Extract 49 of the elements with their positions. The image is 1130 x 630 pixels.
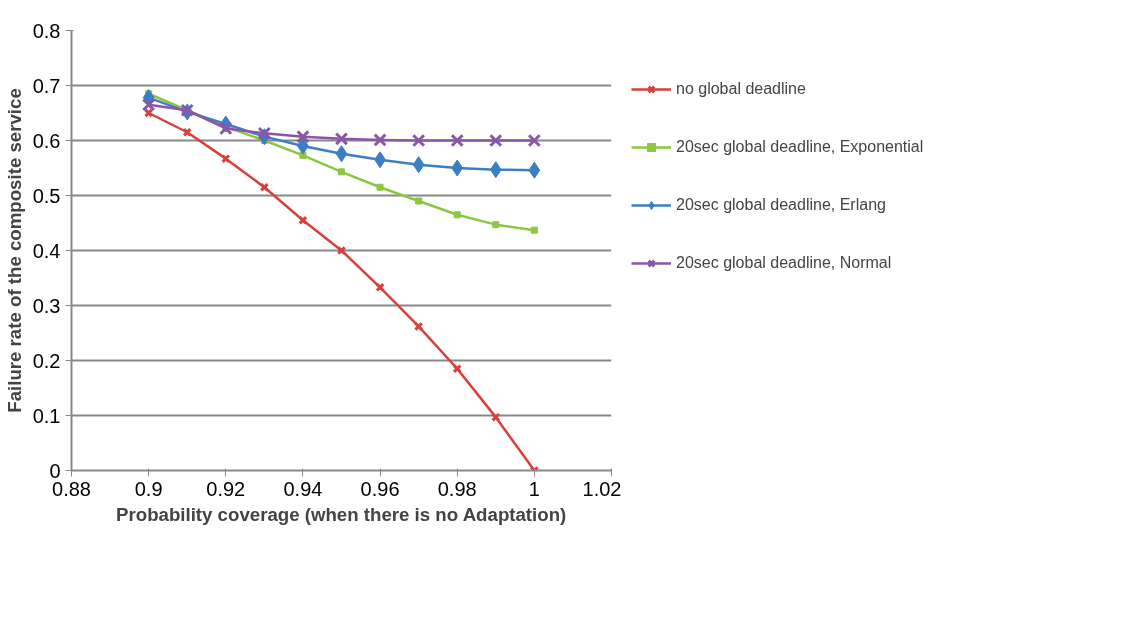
point bbox=[451, 159, 464, 177]
point bbox=[415, 197, 423, 205]
legend-label: 20sec global deadline, Erlang bbox=[676, 196, 886, 214]
x-axis-title: Probability coverage (when there is no Adaptation) bbox=[116, 503, 567, 525]
point bbox=[298, 215, 308, 225]
point bbox=[375, 282, 385, 293]
y-tick-label: 0.4 bbox=[32, 239, 61, 262]
point bbox=[259, 182, 270, 192]
legend-label: 20sec global deadline, Normal bbox=[676, 254, 892, 272]
point bbox=[492, 221, 500, 229]
y-tick-label: 0.2 bbox=[32, 349, 61, 372]
point bbox=[450, 133, 465, 148]
point bbox=[257, 126, 272, 141]
y-tick-label: 0.5 bbox=[32, 184, 61, 207]
point bbox=[413, 321, 424, 332]
point bbox=[489, 161, 502, 179]
y-tick-label: 0.6 bbox=[32, 129, 61, 152]
point bbox=[338, 168, 345, 176]
point bbox=[376, 183, 384, 191]
point bbox=[218, 121, 233, 136]
point bbox=[488, 133, 503, 148]
point bbox=[412, 156, 425, 174]
point bbox=[334, 132, 349, 146]
x-tick-label: 1.02 bbox=[582, 477, 622, 500]
point bbox=[336, 245, 347, 256]
point bbox=[373, 133, 387, 147]
x-tick-label: 1 bbox=[528, 477, 540, 500]
y-tick-label: 0.8 bbox=[32, 19, 61, 42]
x-tick-label: 0.94 bbox=[283, 477, 323, 500]
x-tick-label: 0.92 bbox=[206, 477, 246, 500]
point bbox=[296, 129, 310, 144]
point bbox=[530, 226, 538, 234]
point bbox=[491, 412, 501, 422]
point bbox=[527, 133, 542, 148]
y-tick-label: 0.3 bbox=[32, 294, 61, 317]
x-tick-label: 0.98 bbox=[437, 477, 477, 500]
point bbox=[141, 97, 156, 112]
y-tick-label: 0.7 bbox=[32, 74, 61, 97]
point bbox=[453, 211, 461, 219]
x-tick-label: 0.9 bbox=[134, 477, 163, 500]
legend-label: no global deadline bbox=[676, 80, 806, 98]
x-tick-label: 0.96 bbox=[360, 477, 400, 500]
point bbox=[411, 133, 426, 148]
point bbox=[452, 364, 462, 374]
legend-label: 20sec global deadline, Exponential bbox=[676, 138, 924, 156]
y-tick-label: 0.1 bbox=[32, 404, 61, 427]
point bbox=[335, 145, 348, 163]
point bbox=[528, 161, 541, 179]
y-axis-title: Failure rate of the composite service bbox=[3, 88, 25, 413]
